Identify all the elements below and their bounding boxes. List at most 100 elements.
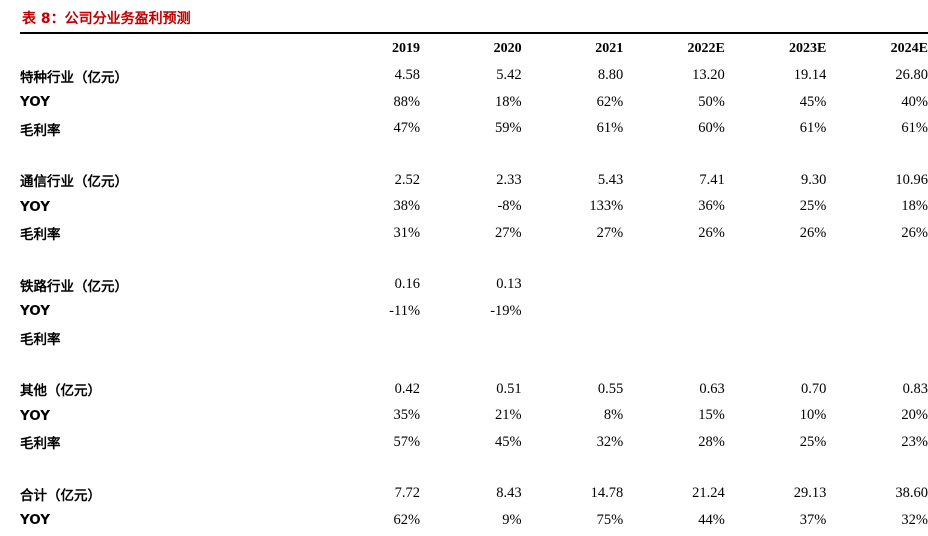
table-cell: 0.13 xyxy=(496,276,522,293)
table-row: 其他（亿元） 0.42 0.51 0.55 0.63 0.70 0.83 xyxy=(20,376,928,403)
header-cell-year: 2024E xyxy=(890,41,928,57)
table-cell xyxy=(522,272,624,299)
table-cell: 47% xyxy=(393,120,421,137)
table-cell: 45% xyxy=(495,433,522,450)
table-row: YOY -11% -19% xyxy=(20,298,928,325)
table-cell: 10.96 xyxy=(895,171,928,188)
table-row: YOY 88% 18% 62% 50% 45% 40% xyxy=(20,89,928,116)
row-label: YOY xyxy=(20,407,51,424)
table-cell xyxy=(522,325,624,352)
table-cell: 5.43 xyxy=(597,171,624,188)
spacer-cell xyxy=(20,142,928,167)
table-row: 合计（亿元） 7.72 8.43 14.78 21.24 29.13 38.60 xyxy=(20,481,928,508)
table-cell: 32% xyxy=(596,433,624,450)
table-cell: 25% xyxy=(799,198,827,215)
table-cell: 18% xyxy=(901,198,928,215)
table-cell: 133% xyxy=(589,198,624,215)
table-cell: 8.80 xyxy=(597,67,624,84)
table-cell: 21% xyxy=(495,407,522,424)
table-cell: 0.51 xyxy=(496,380,522,397)
header-rule xyxy=(20,32,928,34)
table-cell: 26% xyxy=(799,224,827,241)
table-cell: 27% xyxy=(596,224,624,241)
table-cell: 5.42 xyxy=(496,67,522,84)
table-cell: 26% xyxy=(901,224,928,241)
table-cell xyxy=(623,325,725,352)
table-cell: 38% xyxy=(393,198,421,215)
section-spacer xyxy=(20,351,928,376)
table-row: YOY 62% 9% 75% 44% 37% 32% xyxy=(20,507,928,534)
table-row: 通信行业（亿元） 2.52 2.33 5.43 7.41 9.30 10.96 xyxy=(20,167,928,194)
table-cell: 29.13 xyxy=(793,485,827,502)
table-cell: 2.33 xyxy=(496,171,522,188)
row-label: 毛利率 xyxy=(20,436,61,453)
table-cell: 57% xyxy=(393,433,421,450)
table-cell: 18% xyxy=(495,93,522,110)
table-row: YOY 35% 21% 8% 15% 10% 20% xyxy=(20,403,928,430)
spacer-cell xyxy=(20,247,928,272)
table-cell: 27% xyxy=(495,224,522,241)
row-label: YOY xyxy=(20,94,51,111)
table-cell: 62% xyxy=(596,93,624,110)
table-cell: 36% xyxy=(698,198,725,215)
table-cell: 15% xyxy=(698,407,725,424)
table-cell: -11% xyxy=(389,302,421,319)
table-cell: 60% xyxy=(698,120,725,137)
table-cell: 32% xyxy=(901,511,928,528)
row-label: YOY xyxy=(20,303,51,320)
table-cell: 0.55 xyxy=(597,380,624,397)
table-cell: 50% xyxy=(698,93,725,110)
row-label: 毛利率 xyxy=(20,331,61,348)
row-label: 其他（亿元） xyxy=(20,383,101,400)
table-cell: 7.41 xyxy=(699,171,725,188)
table-cell: 9.30 xyxy=(800,171,827,188)
table-row: 铁路行业（亿元） 0.16 0.13 xyxy=(20,272,928,299)
row-label: YOY xyxy=(20,512,51,529)
table-cell: 61% xyxy=(901,120,928,137)
row-label: YOY xyxy=(20,198,51,215)
table-body: 特种行业（亿元） 4.58 5.42 8.80 13.20 19.14 26.80 YOY 88… xyxy=(20,63,928,534)
header-row: 2019 2020 2021 2022E 2023E 2024E xyxy=(20,36,928,63)
table-cell: 4.58 xyxy=(394,67,421,84)
header-cell-year: 2022E xyxy=(687,41,725,57)
row-label: 通信行业（亿元） xyxy=(20,174,128,191)
row-label: 毛利率 xyxy=(20,227,61,244)
table-cell: 23% xyxy=(901,433,928,450)
row-label: 铁路行业（亿元） xyxy=(20,278,128,295)
header-cell-year: 2023E xyxy=(789,41,827,57)
table-cell: 61% xyxy=(596,120,624,137)
table-cell xyxy=(725,325,827,352)
section-spacer xyxy=(20,456,928,481)
table-cell: 7.72 xyxy=(394,485,421,502)
header-cell-year: 2021 xyxy=(595,41,624,57)
table-cell: -8% xyxy=(497,198,522,215)
table-cell: 0.63 xyxy=(699,380,725,397)
table-cell: -19% xyxy=(490,302,522,319)
row-label: 毛利率 xyxy=(20,122,61,139)
table-cell xyxy=(826,298,928,325)
table-row: YOY 38% -8% 133% 36% 25% 18% xyxy=(20,194,928,221)
table-cell xyxy=(623,272,725,299)
table-row: 毛利率 47% 59% 61% 60% 61% 61% xyxy=(20,116,928,143)
row-label: 特种行业（亿元） xyxy=(20,69,128,86)
table-cell xyxy=(826,325,928,352)
table-cell: 0.70 xyxy=(800,380,827,397)
table-cell: 2.52 xyxy=(394,171,421,188)
table-cell: 37% xyxy=(799,511,827,528)
table-cell: 45% xyxy=(799,93,827,110)
table-cell: 0.42 xyxy=(394,380,421,397)
table-cell xyxy=(420,325,522,352)
spacer-cell xyxy=(20,456,928,481)
table-cell: 21.24 xyxy=(692,485,725,502)
table-row: 特种行业（亿元） 4.58 5.42 8.80 13.20 19.14 26.80 xyxy=(20,63,928,90)
table-title: 表 8：公司分业务盈利预测 xyxy=(22,11,191,27)
table-cell xyxy=(623,298,725,325)
table-cell: 8.43 xyxy=(496,485,522,502)
table-cell: 28% xyxy=(698,433,725,450)
forecast-table: 2019 2020 2021 2022E 2023E 2024E 特种行业（亿元… xyxy=(20,36,928,534)
table-cell xyxy=(826,272,928,299)
header-cell-year: 2019 xyxy=(392,41,421,57)
table-cell: 75% xyxy=(596,511,624,528)
table-cell: 25% xyxy=(799,433,827,450)
table-row: 毛利率 57% 45% 32% 28% 25% 23% xyxy=(20,429,928,456)
